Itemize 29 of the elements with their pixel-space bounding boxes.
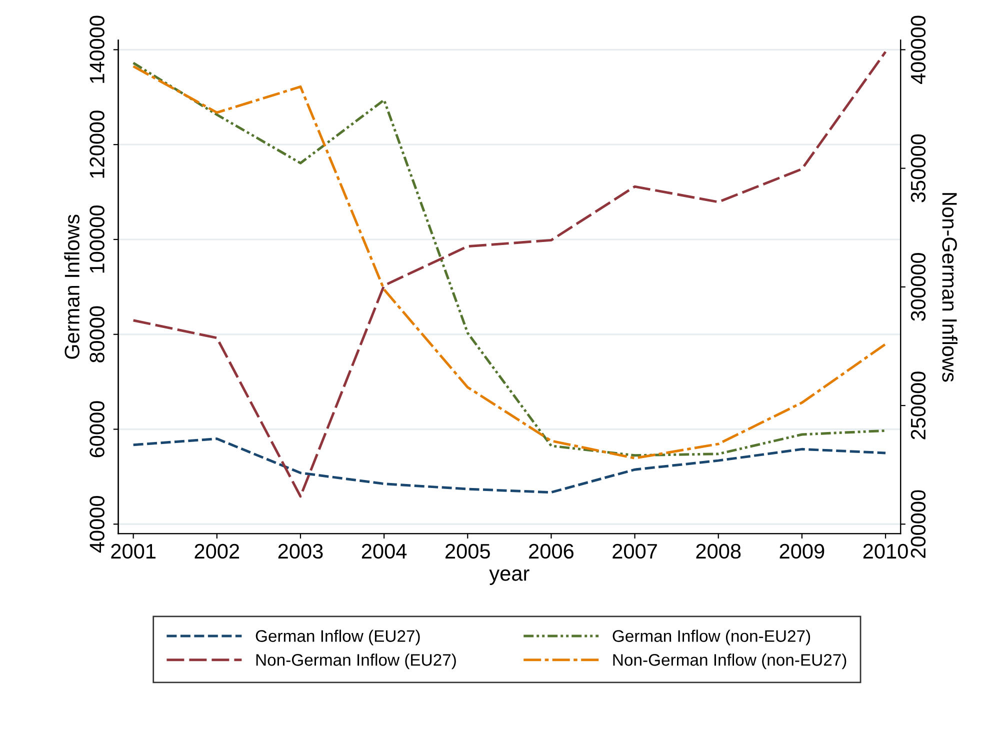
y2-tick-label: 400000	[910, 16, 926, 84]
y2-tick-label: 200000	[910, 490, 926, 558]
y2-tick-label: 250000	[910, 372, 926, 440]
x-tick-label: 2001	[111, 544, 156, 559]
x-tick-label: 2005	[446, 544, 490, 559]
line-series	[132, 437, 887, 494]
x-tick-label: 2002	[194, 544, 240, 559]
legend-label: German Inflow (EU27)	[256, 630, 420, 646]
y-tick-label: 80000	[90, 306, 104, 362]
x-tick-label: 2004	[362, 544, 407, 559]
y2-tick-label: 350000	[910, 134, 926, 202]
y-tick-label: 60000	[90, 401, 104, 458]
legend-label: Non-German Inflow (EU27)	[256, 654, 456, 670]
y2-axis-title: Non-German Inflows	[942, 193, 958, 382]
y-tick-label: 120000	[90, 110, 104, 178]
x-tick-label: 2008	[696, 544, 741, 559]
x-tick-label: 2009	[780, 544, 824, 559]
y-tick-label: 40000	[90, 496, 104, 553]
x-tick-label: 2007	[612, 544, 657, 559]
x-tick-label: 2003	[278, 544, 323, 559]
legend-label: Non-German Inflow (non-EU27)	[613, 654, 846, 670]
x-tick-label: 2010	[863, 544, 908, 559]
y2-tick-label: 300000	[910, 252, 926, 321]
legend-label: German Inflow (non-EU27)	[612, 630, 810, 646]
y-axis-title: German Inflows	[64, 214, 80, 359]
x-tick-label: 2006	[529, 544, 574, 559]
x-axis-title: year	[489, 569, 530, 585]
y-tick-label: 100000	[90, 206, 104, 273]
y-tick-label: 140000	[90, 16, 104, 83]
